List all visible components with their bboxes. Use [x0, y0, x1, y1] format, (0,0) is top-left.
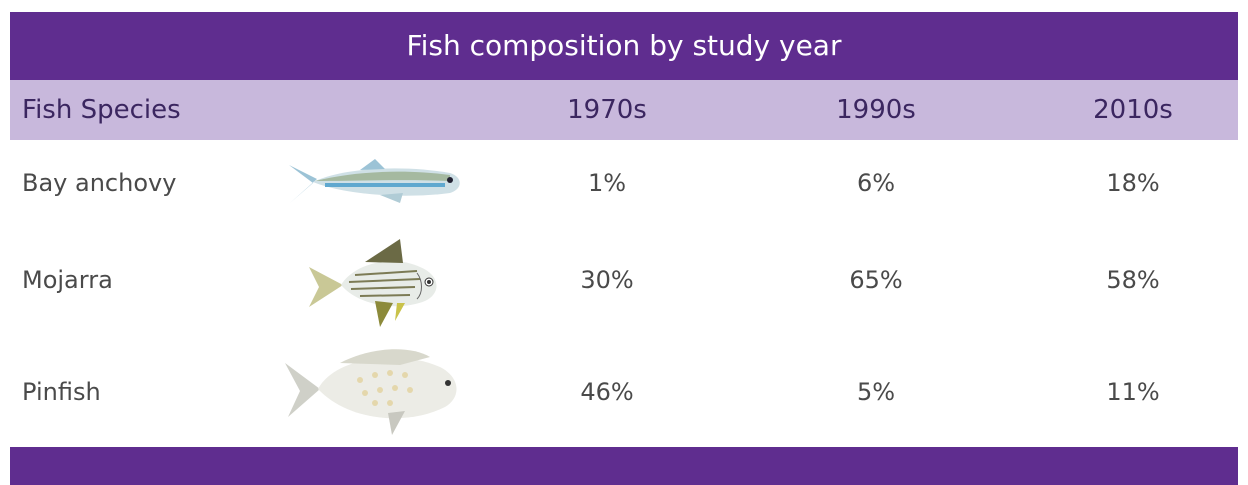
title: Fish composition by study year: [406, 29, 842, 62]
table-row: Bay anchovy 1% 6% 18%: [10, 153, 1238, 213]
percent-cell: 6%: [856, 169, 896, 197]
percent-cell: 46%: [580, 378, 634, 406]
table-row: Mojarra 30% 65% 58%: [10, 250, 1238, 310]
header-row: Fish Species 1970s 1990s 2010s: [10, 80, 1238, 140]
mojarra-illustration: [309, 239, 437, 327]
species-name: Mojarra: [22, 266, 113, 294]
header-cell: 1990s: [836, 95, 916, 125]
table-row: Pinfish 46% 5% 11%: [10, 362, 1238, 422]
anchovy-illustration: [289, 159, 460, 203]
pinfish-illustration: [285, 349, 457, 435]
percent-cell: 18%: [1106, 169, 1160, 197]
species-name: Bay anchovy: [22, 169, 177, 197]
percent-cell: 30%: [580, 266, 634, 294]
percent-cell: 58%: [1106, 266, 1160, 294]
percent-cell: 11%: [1106, 378, 1160, 406]
title-bar: Fish composition by study year: [10, 12, 1238, 80]
header-cell: 1970s: [567, 95, 647, 125]
header-cell: Fish Species: [22, 95, 181, 125]
footer-bar: [10, 447, 1238, 485]
header-cell: 2010s: [1093, 95, 1173, 125]
species-name: Pinfish: [22, 378, 101, 406]
percent-cell: 5%: [856, 378, 896, 406]
percent-cell: 65%: [849, 266, 903, 294]
percent-cell: 1%: [587, 169, 627, 197]
